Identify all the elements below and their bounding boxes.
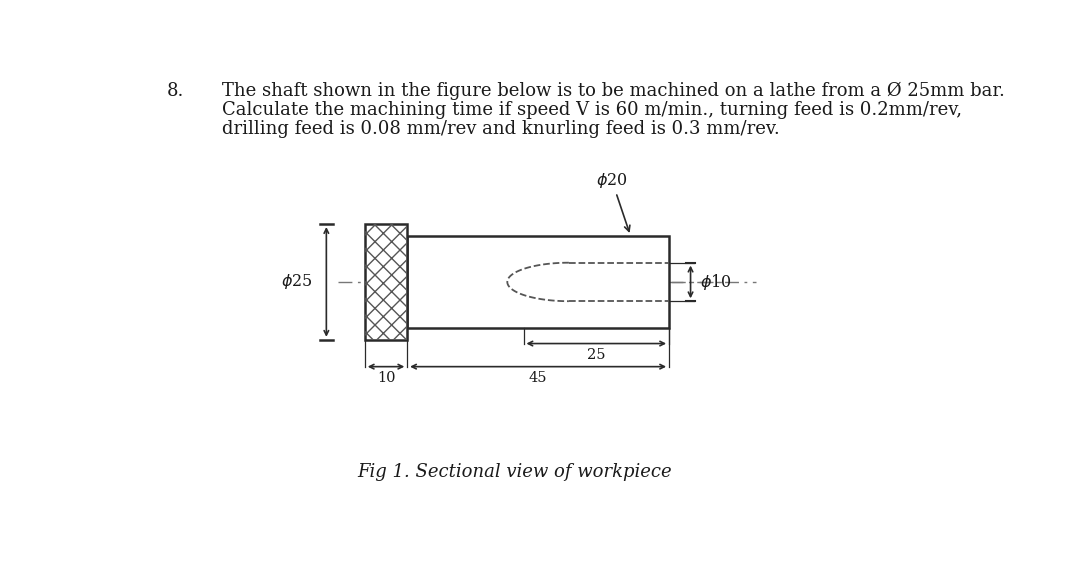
Text: 25: 25 xyxy=(588,348,606,362)
Text: $\phi$25: $\phi$25 xyxy=(281,273,312,291)
Text: 45: 45 xyxy=(529,371,548,386)
Text: 10: 10 xyxy=(377,371,395,386)
Text: $\phi$10: $\phi$10 xyxy=(700,272,731,292)
Bar xyxy=(365,224,407,340)
Text: drilling feed is 0.08 mm/rev and knurling feed is 0.3 mm/rev.: drilling feed is 0.08 mm/rev and knurlin… xyxy=(222,121,780,138)
Bar xyxy=(365,224,407,340)
Text: Fig 1. Sectional view of workpiece: Fig 1. Sectional view of workpiece xyxy=(357,463,673,481)
Text: $\phi$20: $\phi$20 xyxy=(596,171,630,231)
Text: The shaft shown in the figure below is to be machined on a lathe from a Ø 25mm b: The shaft shown in the figure below is t… xyxy=(222,82,1005,100)
Text: 8.: 8. xyxy=(167,82,185,100)
Bar xyxy=(407,236,669,328)
Text: Calculate the machining time if speed V is 60 m/min., turning feed is 0.2mm/rev,: Calculate the machining time if speed V … xyxy=(222,101,962,119)
